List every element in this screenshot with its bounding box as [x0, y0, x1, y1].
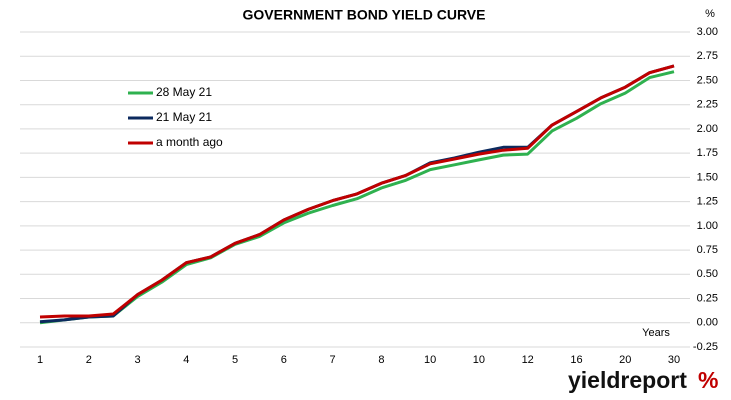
x-tick-label: 10 — [424, 354, 436, 366]
y-unit: % — [705, 8, 715, 20]
x-axis-label: Years — [642, 327, 670, 339]
series-line — [39, 70, 675, 325]
y-tick-label: 0.00 — [697, 317, 718, 329]
legend-label: a month ago — [156, 135, 223, 149]
logo-symbol: % — [698, 367, 718, 393]
chart-title: GOVERNMENT BOND YIELD CURVE — [243, 7, 486, 23]
x-tick-label: 16 — [570, 354, 582, 366]
y-tick-label: 2.50 — [697, 74, 718, 86]
y-tick-label: 0.75 — [697, 244, 718, 256]
x-tick-label: 4 — [183, 354, 189, 366]
y-tick-label: 1.75 — [697, 147, 718, 159]
x-tick-label: 10 — [473, 354, 485, 366]
y-tick-label: 3.00 — [697, 26, 718, 38]
logo-text: yieldreport — [568, 367, 687, 393]
y-tick-label: 1.00 — [697, 220, 718, 232]
series-line — [39, 64, 675, 319]
x-tick-label: 3 — [134, 354, 140, 366]
legend-label: 28 May 21 — [156, 85, 212, 99]
x-tick-label: 2 — [86, 354, 92, 366]
legend-label: 21 May 21 — [156, 110, 212, 124]
y-tick-label: 2.25 — [697, 99, 718, 111]
x-tick-label: 6 — [281, 354, 287, 366]
y-tick-label: 0.50 — [697, 268, 718, 280]
x-tick-label: 7 — [330, 354, 336, 366]
y-tick-label: 1.50 — [697, 171, 718, 183]
y-tick-label: -0.25 — [693, 341, 718, 353]
x-tick-label: 5 — [232, 354, 238, 366]
x-tick-label: 1 — [37, 354, 43, 366]
x-tick-label: 12 — [522, 354, 534, 366]
x-tick-label: 20 — [619, 354, 631, 366]
x-tick-label: 30 — [668, 354, 680, 366]
y-tick-label: 0.25 — [697, 292, 718, 304]
y-tick-label: 2.75 — [697, 50, 718, 62]
y-tick-label: 1.25 — [697, 196, 718, 208]
y-tick-label: 2.00 — [697, 123, 718, 135]
x-tick-label: 8 — [378, 354, 384, 366]
